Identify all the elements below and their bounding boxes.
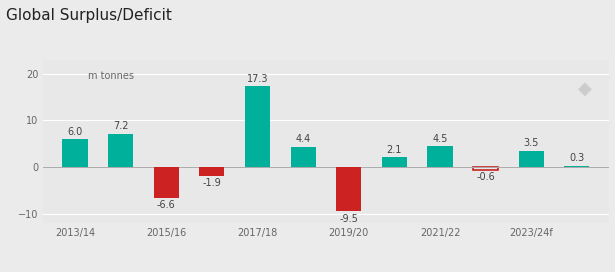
Bar — [245, 86, 270, 167]
Text: -0.6: -0.6 — [476, 172, 495, 182]
Bar — [199, 167, 224, 176]
Text: -1.9: -1.9 — [202, 178, 221, 188]
Bar — [291, 147, 315, 167]
Text: 2.1: 2.1 — [387, 145, 402, 155]
Text: -9.5: -9.5 — [339, 214, 358, 224]
Bar — [63, 139, 87, 167]
Text: 3.5: 3.5 — [523, 138, 539, 149]
Bar — [565, 166, 589, 167]
Text: -6.6: -6.6 — [157, 200, 176, 210]
Bar — [518, 151, 544, 167]
Bar — [427, 146, 453, 167]
Text: 17.3: 17.3 — [247, 74, 268, 84]
Text: 0.3: 0.3 — [569, 153, 584, 163]
Text: 4.5: 4.5 — [432, 134, 448, 144]
Bar — [108, 134, 133, 167]
Text: 6.0: 6.0 — [68, 127, 82, 137]
Text: m tonnes: m tonnes — [89, 71, 134, 81]
Bar — [382, 157, 407, 167]
Text: Global Surplus/Deficit: Global Surplus/Deficit — [6, 8, 172, 23]
Bar — [336, 167, 362, 211]
Bar — [473, 167, 498, 170]
Text: 4.4: 4.4 — [296, 134, 311, 144]
Text: ◆: ◆ — [578, 79, 592, 97]
Text: 7.2: 7.2 — [113, 121, 129, 131]
Bar — [154, 167, 179, 198]
